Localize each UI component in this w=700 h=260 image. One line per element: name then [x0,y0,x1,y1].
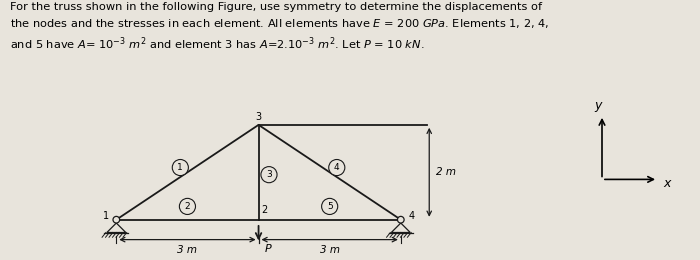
Text: 3 m: 3 m [177,245,197,255]
Text: 2 m: 2 m [436,167,456,177]
Circle shape [329,159,345,176]
Text: x: x [664,177,671,190]
Text: P: P [265,244,272,254]
Text: 4: 4 [408,211,414,221]
Circle shape [113,216,120,223]
Circle shape [179,198,195,214]
Text: For the truss shown in the following Figure, use symmetry to determine the displ: For the truss shown in the following Fig… [10,2,550,52]
Text: 5: 5 [327,202,332,211]
Text: 2: 2 [185,202,190,211]
Circle shape [172,159,188,176]
Text: 1: 1 [103,211,109,221]
Circle shape [261,167,277,183]
Circle shape [398,216,404,223]
Text: 4: 4 [334,163,340,172]
Text: y: y [595,99,602,112]
Circle shape [321,198,337,214]
Text: 3 m: 3 m [320,245,340,255]
Text: 2: 2 [261,205,267,215]
Text: 3: 3 [256,112,262,122]
Text: 1: 1 [177,163,183,172]
Text: 3: 3 [266,170,272,179]
